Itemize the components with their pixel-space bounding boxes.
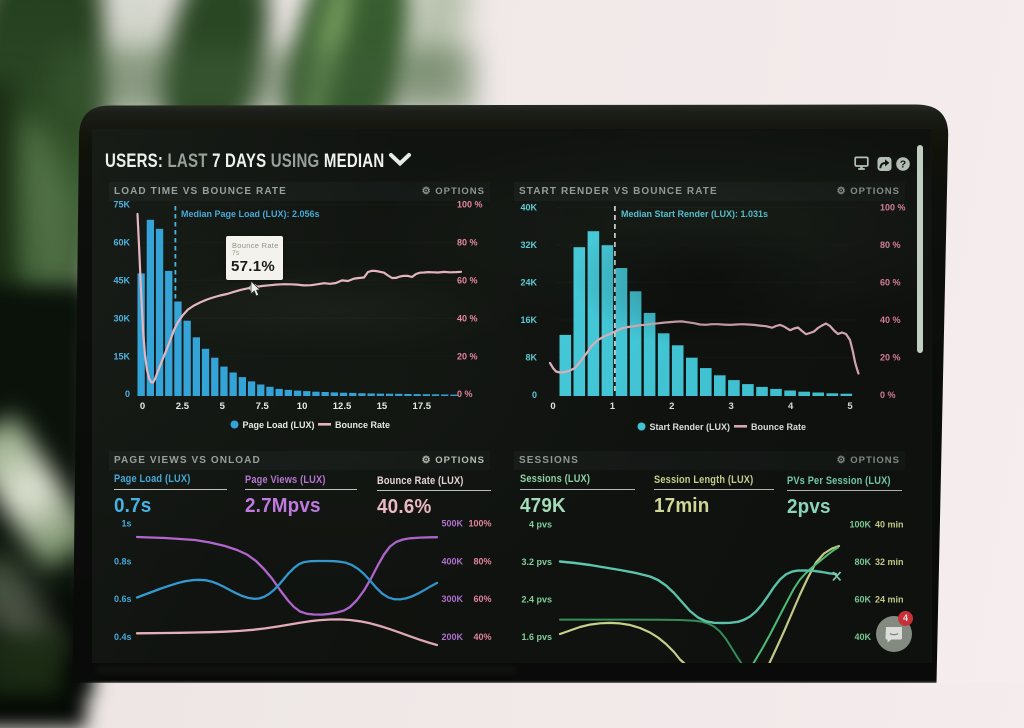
- svg-text:80 %: 80 %: [457, 238, 478, 248]
- svg-text:0: 0: [550, 401, 555, 412]
- svg-text:100 %: 100 %: [457, 200, 483, 210]
- svg-text:10: 10: [297, 401, 308, 412]
- svg-text:3: 3: [729, 401, 734, 412]
- svg-text:75K: 75K: [113, 200, 130, 210]
- svg-text:32K: 32K: [520, 240, 537, 250]
- svg-text:0.8s: 0.8s: [114, 557, 132, 567]
- svg-text:Page Load (LUX): Page Load (LUX): [243, 420, 315, 430]
- svg-text:Median Page Load (LUX): 2.056s: Median Page Load (LUX): 2.056s: [181, 209, 320, 219]
- svg-text:80 %: 80 %: [880, 240, 901, 250]
- svg-text:100 %: 100 %: [880, 203, 906, 213]
- svg-text:40%: 40%: [473, 632, 491, 642]
- svg-text:0: 0: [532, 390, 537, 400]
- svg-text:4: 4: [788, 401, 794, 412]
- svg-text:40 min: 40 min: [875, 520, 904, 530]
- svg-text:80%: 80%: [473, 557, 491, 567]
- svg-text:4 pvs: 4 pvs: [529, 520, 552, 530]
- svg-text:5: 5: [220, 401, 226, 412]
- svg-text:60 %: 60 %: [880, 278, 901, 288]
- svg-text:5: 5: [847, 401, 853, 412]
- svg-text:Bounce Rate: Bounce Rate: [751, 422, 806, 432]
- svg-text:2.5: 2.5: [176, 401, 190, 412]
- svg-text:2.4 pvs: 2.4 pvs: [521, 595, 552, 605]
- svg-text:24K: 24K: [520, 278, 537, 288]
- svg-text:0 %: 0 %: [457, 389, 473, 399]
- svg-text:100%: 100%: [468, 519, 491, 529]
- svg-text:2: 2: [669, 401, 674, 412]
- svg-text:17.5: 17.5: [413, 401, 432, 412]
- svg-text:40K: 40K: [520, 203, 537, 213]
- svg-text:300K: 300K: [441, 594, 463, 604]
- svg-text:100K: 100K: [849, 520, 871, 530]
- svg-text:60 %: 60 %: [457, 276, 478, 286]
- svg-text:24 min: 24 min: [875, 595, 904, 605]
- svg-text:1s: 1s: [121, 519, 131, 529]
- svg-text:8K: 8K: [525, 353, 537, 363]
- svg-text:400K: 400K: [441, 557, 463, 567]
- svg-text:80K: 80K: [854, 557, 871, 567]
- svg-text:0 %: 0 %: [880, 390, 896, 400]
- svg-text:0: 0: [140, 401, 145, 412]
- svg-text:3.2 pvs: 3.2 pvs: [521, 557, 552, 567]
- svg-text:40 %: 40 %: [880, 315, 901, 325]
- svg-text:0.4s: 0.4s: [114, 632, 132, 642]
- svg-text:30K: 30K: [113, 313, 130, 323]
- svg-text:7.5: 7.5: [256, 401, 270, 412]
- svg-text:40K: 40K: [854, 632, 871, 642]
- svg-text:20 %: 20 %: [880, 353, 901, 363]
- svg-text:500K: 500K: [441, 519, 463, 529]
- svg-text:60K: 60K: [854, 595, 871, 605]
- svg-text:0.6s: 0.6s: [114, 594, 132, 604]
- svg-text:60%: 60%: [473, 594, 491, 604]
- svg-text:Bounce Rate: Bounce Rate: [335, 420, 390, 430]
- svg-text:?: ?: [900, 159, 906, 171]
- svg-text:Start Render (LUX): Start Render (LUX): [650, 422, 731, 432]
- svg-text:15K: 15K: [113, 351, 130, 361]
- svg-text:40 %: 40 %: [457, 313, 478, 323]
- svg-text:0: 0: [125, 389, 130, 399]
- svg-text:16K: 16K: [520, 315, 537, 325]
- svg-text:45K: 45K: [113, 276, 130, 286]
- svg-text:1.6 pvs: 1.6 pvs: [521, 632, 552, 642]
- svg-text:1: 1: [610, 401, 616, 412]
- svg-text:15: 15: [377, 401, 388, 412]
- svg-text:200K: 200K: [441, 632, 463, 642]
- svg-text:32 min: 32 min: [875, 557, 904, 567]
- svg-text:60K: 60K: [113, 238, 130, 248]
- svg-text:12.5: 12.5: [333, 401, 352, 412]
- svg-text:Median Start Render (LUX): 1.0: Median Start Render (LUX): 1.031s: [621, 209, 768, 219]
- svg-text:20 %: 20 %: [457, 351, 478, 361]
